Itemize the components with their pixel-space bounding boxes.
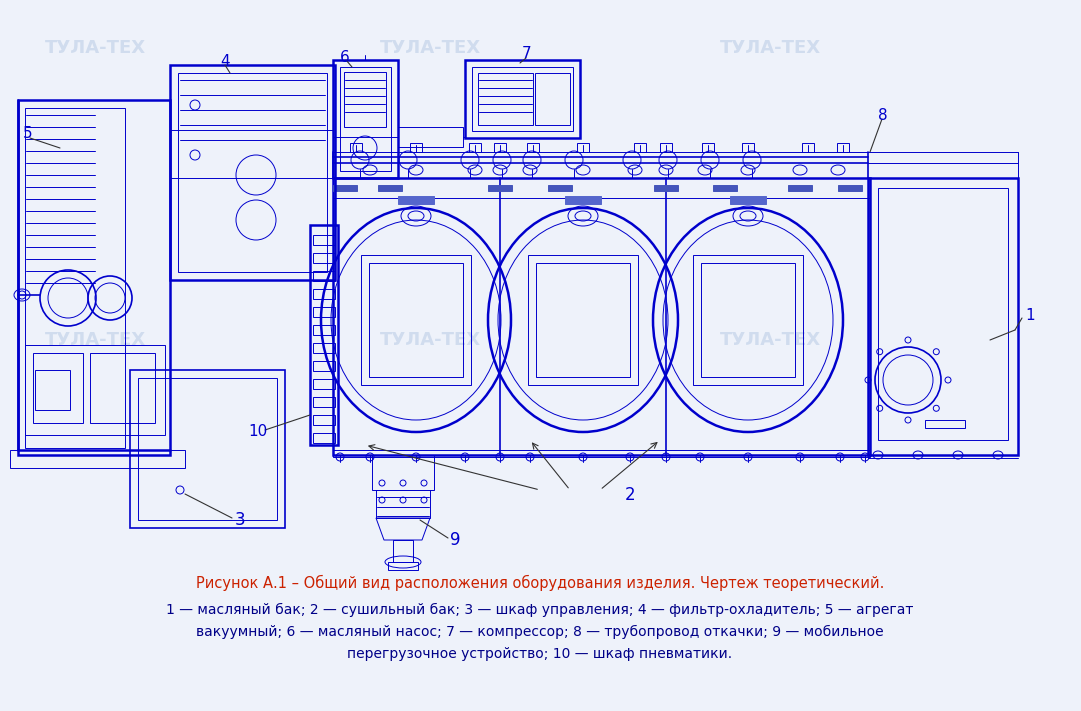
Bar xyxy=(536,263,630,377)
Bar xyxy=(313,361,335,371)
Bar xyxy=(633,143,646,152)
Bar xyxy=(313,289,335,299)
Text: ТУЛА-ТЕХ: ТУЛА-ТЕХ xyxy=(720,331,820,349)
Bar xyxy=(398,196,433,204)
Bar xyxy=(372,455,433,490)
Text: ТУЛА-ТЕХ: ТУЛА-ТЕХ xyxy=(720,39,820,57)
Bar xyxy=(313,325,335,335)
Bar xyxy=(313,433,335,443)
Bar xyxy=(18,100,170,455)
Bar xyxy=(730,196,766,204)
Bar xyxy=(310,225,338,445)
Bar xyxy=(170,65,335,280)
Bar xyxy=(660,143,672,152)
Bar xyxy=(393,540,413,562)
Text: ТУЛА-ТЕХ: ТУЛА-ТЕХ xyxy=(379,331,481,349)
Bar xyxy=(837,143,849,152)
Bar xyxy=(378,185,402,191)
Bar xyxy=(313,379,335,389)
Text: 7: 7 xyxy=(522,46,532,61)
Bar xyxy=(388,562,418,570)
Bar xyxy=(344,72,386,127)
Bar xyxy=(654,185,678,191)
Bar xyxy=(838,185,862,191)
Bar xyxy=(313,253,335,263)
Bar xyxy=(802,143,814,152)
Bar xyxy=(398,127,463,147)
Bar xyxy=(361,255,471,385)
Bar xyxy=(376,490,430,518)
Bar xyxy=(565,196,601,204)
Bar xyxy=(25,345,165,435)
Text: 10: 10 xyxy=(248,424,267,439)
Bar xyxy=(313,235,335,245)
Bar xyxy=(702,143,713,152)
Text: 3: 3 xyxy=(235,511,245,529)
Bar xyxy=(90,353,155,423)
Bar xyxy=(313,397,335,407)
Bar xyxy=(469,143,481,152)
Bar xyxy=(410,143,422,152)
Bar xyxy=(333,185,357,191)
Bar xyxy=(34,353,83,423)
Text: вакуумный; 6 — масляный насос; 7 — компрессор; 8 — трубопровод откачки; 9 — моби: вакуумный; 6 — масляный насос; 7 — компр… xyxy=(196,625,884,639)
Bar xyxy=(313,415,335,425)
Text: ТУЛА-ТЕХ: ТУЛА-ТЕХ xyxy=(379,39,481,57)
Bar xyxy=(130,370,285,528)
Bar xyxy=(35,370,70,410)
Bar xyxy=(333,178,870,455)
Bar xyxy=(465,60,580,138)
Text: 8: 8 xyxy=(878,107,888,122)
Text: 6: 6 xyxy=(341,50,350,65)
Bar xyxy=(788,185,812,191)
Bar xyxy=(548,185,572,191)
Bar xyxy=(693,255,803,385)
Bar xyxy=(528,143,539,152)
Bar xyxy=(577,143,589,152)
Bar xyxy=(25,108,125,448)
Text: 2: 2 xyxy=(625,486,636,504)
Bar xyxy=(313,343,335,353)
Bar xyxy=(472,67,573,131)
Bar xyxy=(700,263,795,377)
Text: Рисунок А.1 – Общий вид расположения оборудования изделия. Чертеж теоретический.: Рисунок А.1 – Общий вид расположения обо… xyxy=(196,575,884,591)
Bar xyxy=(350,143,362,152)
Bar xyxy=(925,420,965,428)
Text: 9: 9 xyxy=(450,531,461,549)
Bar xyxy=(313,271,335,281)
Bar xyxy=(742,143,755,152)
Bar xyxy=(494,143,506,152)
Text: перегрузочное устройство; 10 — шкаф пневматики.: перегрузочное устройство; 10 — шкаф пнев… xyxy=(347,647,733,661)
Bar xyxy=(333,60,398,178)
Text: ТУЛА-ТЕХ: ТУЛА-ТЕХ xyxy=(44,331,146,349)
Bar xyxy=(333,178,870,198)
Bar xyxy=(878,188,1007,440)
Text: 5: 5 xyxy=(23,126,32,141)
Text: 1 — масляный бак; 2 — сушильный бак; 3 — шкаф управления; 4 — фильтр-охладитель;: 1 — масляный бак; 2 — сушильный бак; 3 —… xyxy=(166,603,913,617)
Bar xyxy=(333,450,870,457)
Text: ТУЛА-ТЕХ: ТУЛА-ТЕХ xyxy=(44,39,146,57)
Bar xyxy=(535,73,570,125)
Bar xyxy=(868,178,1018,455)
Bar xyxy=(488,185,512,191)
Bar xyxy=(178,73,326,272)
Bar xyxy=(313,307,335,317)
Text: 4: 4 xyxy=(221,55,229,70)
Bar xyxy=(369,263,463,377)
Bar xyxy=(138,378,277,520)
Bar xyxy=(10,450,185,468)
Bar xyxy=(341,67,391,171)
Bar xyxy=(528,255,638,385)
Bar xyxy=(478,73,533,125)
Text: 1: 1 xyxy=(1025,307,1035,323)
Bar xyxy=(713,185,737,191)
